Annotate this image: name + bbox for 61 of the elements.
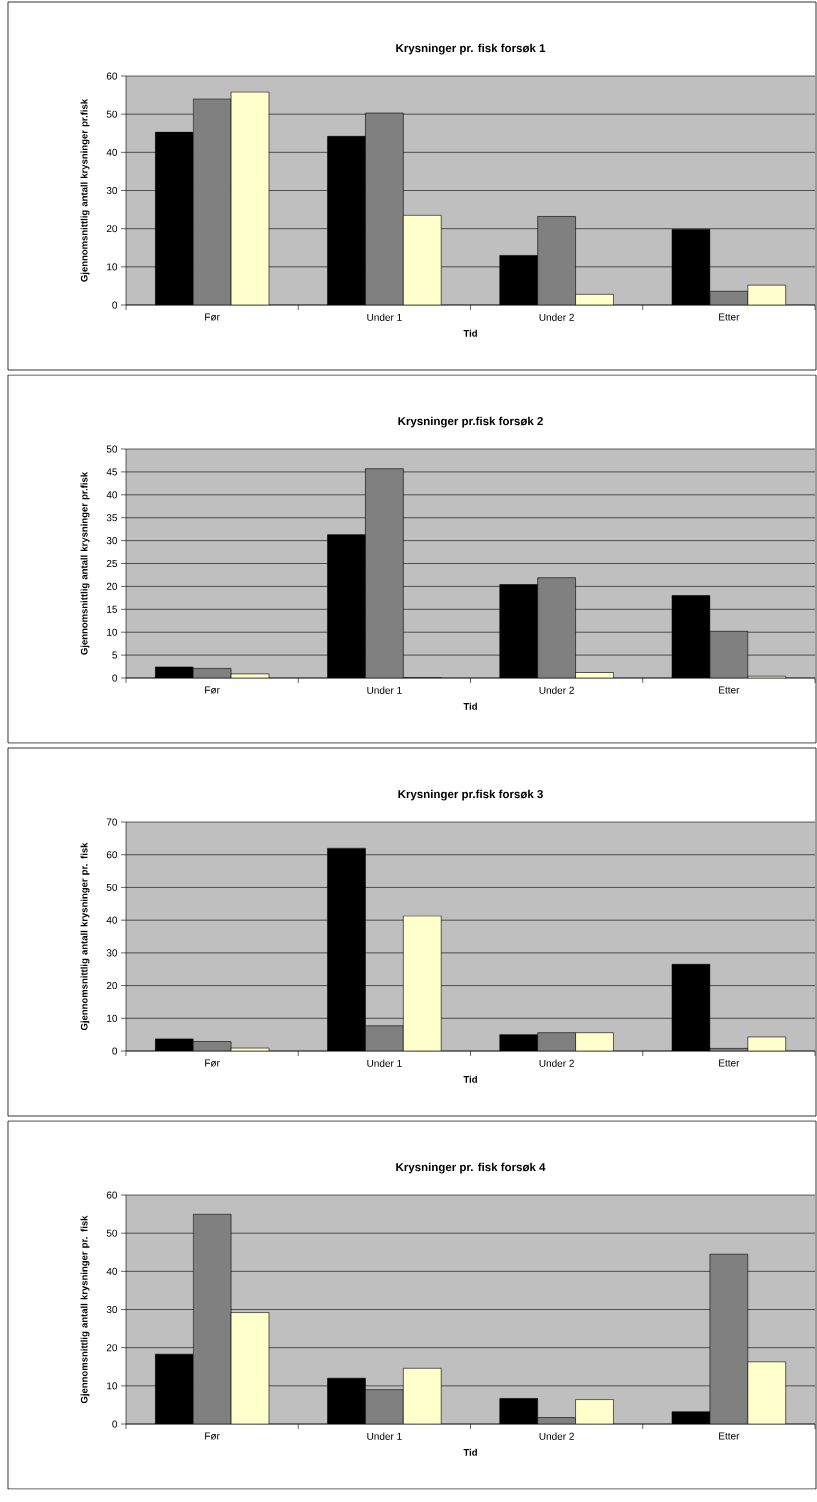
chart-title: Krysninger pr. fisk forsøk 4 <box>396 1162 546 1174</box>
y-tick-label: 20 <box>106 982 118 990</box>
x-tick-label: Under 1 <box>367 686 402 694</box>
y-axis-title: Gjennomsnittlig antall krysninger pr. fisk <box>80 1215 90 1404</box>
x-axis-title: Tid <box>463 702 477 710</box>
chart-title: Krysninger pr.fisk forsøk 2 <box>398 416 543 428</box>
x-tick-label: Under 2 <box>539 313 574 321</box>
y-tick-label: 40 <box>106 491 118 499</box>
y-tick-label: 20 <box>106 582 118 590</box>
y-tick-label: 10 <box>107 1014 118 1022</box>
y-tick-label: 10 <box>107 263 118 271</box>
y-tick-label: 50 <box>106 1229 118 1237</box>
x-tick-label: Før <box>205 1432 220 1440</box>
x-tick-label: Under 2 <box>539 1432 574 1440</box>
y-tick-label: 40 <box>106 148 118 156</box>
chart-title: Krysninger pr.fisk forsøk 3 <box>398 789 543 801</box>
x-tick-label: Under 1 <box>367 313 402 321</box>
x-tick-label: Under 1 <box>367 1432 402 1440</box>
x-tick-label: Etter <box>719 1059 740 1067</box>
y-tick-label: 20 <box>106 1344 118 1352</box>
y-tick-label: 50 <box>106 110 118 118</box>
chart-title: Krysninger pr. fisk forsøk 1 <box>396 43 546 55</box>
y-tick-label: 60 <box>106 851 118 859</box>
y-tick-label: 50 <box>106 883 118 891</box>
y-tick-label: 0 <box>112 1420 118 1428</box>
y-tick-label: 20 <box>106 225 118 233</box>
x-tick-label: Før <box>205 686 220 694</box>
y-tick-label: 50 <box>106 445 118 453</box>
y-tick-label: 0 <box>112 674 118 682</box>
y-tick-label: 10 <box>107 1382 118 1390</box>
x-axis-title: Tid <box>463 329 477 337</box>
x-tick-label: Før <box>205 313 220 321</box>
x-tick-label: Under 2 <box>539 1059 574 1067</box>
y-tick-label: 60 <box>106 72 118 80</box>
y-tick-label: 5 <box>112 651 118 659</box>
y-tick-label: 45 <box>106 468 118 476</box>
y-tick-label: 40 <box>106 916 118 924</box>
y-tick-label: 30 <box>106 186 118 195</box>
y-tick-label: 30 <box>106 949 118 957</box>
y-tick-label: 70 <box>106 818 118 826</box>
x-tick-label: Etter <box>719 686 740 694</box>
y-tick-label: 0 <box>112 1047 118 1055</box>
y-tick-label: 30 <box>106 1305 118 1314</box>
y-tick-label: 35 <box>106 514 118 522</box>
x-tick-label: Før <box>205 1059 220 1067</box>
x-axis-title: Tid <box>463 1448 477 1456</box>
x-tick-label: Under 2 <box>539 686 574 694</box>
y-tick-label: 10 <box>107 628 118 636</box>
x-tick-label: Etter <box>719 313 740 321</box>
y-axis-title: Gjennomsnittlig antall krysninger pr.fisk <box>80 98 90 282</box>
y-tick-label: 15 <box>107 605 118 613</box>
y-tick-label: 40 <box>106 1267 118 1275</box>
x-tick-label: Etter <box>719 1432 740 1440</box>
y-tick-label: 60 <box>106 1191 118 1199</box>
y-tick-label: 0 <box>112 301 118 309</box>
y-axis-title: Gjennomsnittlig antall krysninger pr.fisk <box>80 471 90 655</box>
y-axis-title: Gjennomsnittlig antall krysninger pr. fisk <box>80 842 90 1031</box>
x-tick-label: Under 1 <box>367 1059 402 1067</box>
x-axis-title: Tid <box>463 1075 477 1083</box>
y-tick-label: 25 <box>106 559 118 568</box>
y-tick-label: 30 <box>106 537 118 545</box>
